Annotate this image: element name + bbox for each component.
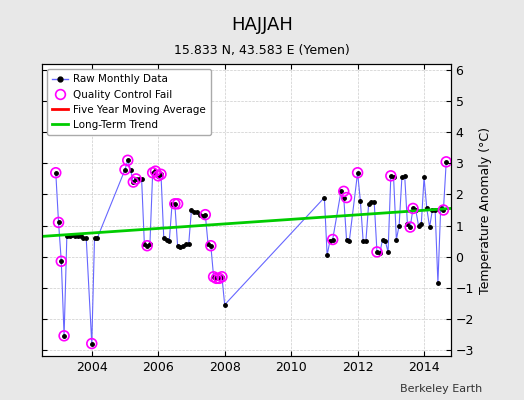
Raw Monthly Data <box>89 341 95 346</box>
Legend: Raw Monthly Data, Quality Control Fail, Five Year Moving Average, Long-Term Tren: Raw Monthly Data, Quality Control Fail, … <box>47 69 211 135</box>
Quality Control Fail <box>124 157 132 164</box>
Raw Monthly Data <box>138 176 145 181</box>
Quality Control Fail <box>373 249 381 255</box>
Quality Control Fail <box>439 207 447 213</box>
Quality Control Fail <box>88 340 96 347</box>
Quality Control Fail <box>442 159 451 165</box>
Quality Control Fail <box>148 170 157 176</box>
Quality Control Fail <box>215 275 223 282</box>
Quality Control Fail <box>173 200 182 207</box>
Text: 15.833 N, 43.583 E (Yemen): 15.833 N, 43.583 E (Yemen) <box>174 44 350 57</box>
Quality Control Fail <box>154 173 162 179</box>
Quality Control Fail <box>329 236 337 243</box>
Y-axis label: Temperature Anomaly (°C): Temperature Anomaly (°C) <box>479 126 493 294</box>
Quality Control Fail <box>210 274 218 280</box>
Raw Monthly Data <box>443 160 450 164</box>
Quality Control Fail <box>201 212 210 218</box>
Quality Control Fail <box>218 274 226 280</box>
Quality Control Fail <box>387 173 395 179</box>
Raw Monthly Data <box>52 170 59 175</box>
Raw Monthly Data <box>125 158 131 163</box>
Raw Monthly Data <box>396 223 402 228</box>
Quality Control Fail <box>157 171 165 178</box>
Quality Control Fail <box>406 224 414 230</box>
Quality Control Fail <box>57 258 66 264</box>
Quality Control Fail <box>212 275 221 282</box>
Quality Control Fail <box>143 242 151 249</box>
Quality Control Fail <box>353 170 362 176</box>
Quality Control Fail <box>129 179 137 185</box>
Raw Monthly Data <box>213 276 220 281</box>
Raw Monthly Data <box>371 200 377 205</box>
Text: Berkeley Earth: Berkeley Earth <box>400 384 482 394</box>
Text: HAJJAH: HAJJAH <box>231 16 293 34</box>
Raw Monthly Data <box>127 167 134 172</box>
Quality Control Fail <box>51 170 60 176</box>
Quality Control Fail <box>171 200 179 207</box>
Line: Raw Monthly Data: Raw Monthly Data <box>54 158 448 345</box>
Quality Control Fail <box>60 333 68 339</box>
Quality Control Fail <box>151 168 160 174</box>
Quality Control Fail <box>340 188 348 194</box>
Quality Control Fail <box>132 176 140 182</box>
Quality Control Fail <box>206 242 215 249</box>
Quality Control Fail <box>54 219 63 226</box>
Quality Control Fail <box>409 205 417 212</box>
Quality Control Fail <box>121 166 129 173</box>
Quality Control Fail <box>342 194 351 201</box>
Raw Monthly Data <box>91 236 97 240</box>
